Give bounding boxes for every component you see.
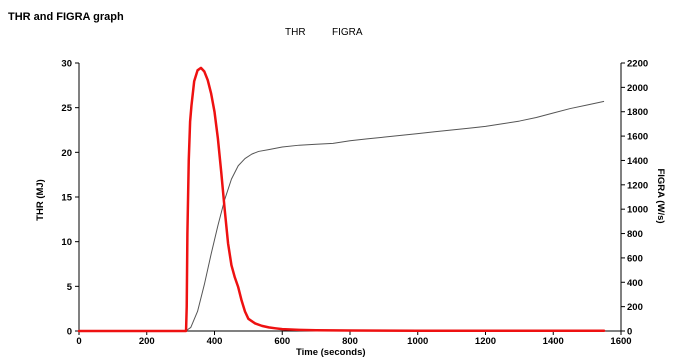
y-right-tick-label: 200 bbox=[627, 302, 643, 313]
y-right-tick-label: 1400 bbox=[627, 156, 648, 167]
y-axis-right-title: FIGRA (W/s) bbox=[655, 168, 666, 223]
y-left-tick-label: 20 bbox=[61, 148, 72, 159]
x-tick-label: 1400 bbox=[543, 336, 564, 347]
chart-title: THR and FIGRA graph bbox=[8, 11, 124, 23]
y-right-tick-label: 2200 bbox=[627, 59, 648, 70]
y-right-tick-label: 0 bbox=[627, 327, 632, 338]
y-right-tick-label: 800 bbox=[627, 229, 643, 240]
y-right-tick-label: 1000 bbox=[627, 205, 648, 216]
legend-figra: FIGRA bbox=[332, 27, 363, 38]
y-right-tick-label: 400 bbox=[627, 278, 643, 289]
x-axis-title: Time (seconds) bbox=[296, 347, 366, 358]
y-right-tick-label: 600 bbox=[627, 253, 643, 264]
y-left-tick-label: 25 bbox=[61, 103, 72, 114]
y-right-tick-label: 2000 bbox=[627, 83, 648, 94]
x-tick-label: 600 bbox=[274, 336, 290, 347]
legend-thr: THR bbox=[285, 27, 306, 38]
y-left-tick-label: 10 bbox=[61, 237, 72, 248]
y-left-tick-label: 30 bbox=[61, 59, 72, 70]
y-left-tick-label: 0 bbox=[67, 327, 72, 338]
x-tick-label: 800 bbox=[342, 336, 358, 347]
y-left-tick-label: 15 bbox=[61, 193, 72, 204]
series-thr-line bbox=[185, 100, 605, 332]
y-right-tick-label: 1200 bbox=[627, 180, 648, 191]
x-tick-label: 200 bbox=[139, 336, 155, 347]
x-tick-label: 0 bbox=[76, 336, 81, 347]
y-left-tick-label: 5 bbox=[67, 282, 73, 293]
y-right-tick-label: 1600 bbox=[627, 132, 648, 143]
x-tick-label: 400 bbox=[207, 336, 223, 347]
y-axis-left-title: THR (MJ) bbox=[35, 179, 46, 221]
x-tick-label: 1000 bbox=[407, 336, 428, 347]
x-tick-label: 1600 bbox=[610, 336, 631, 347]
x-tick-label: 1200 bbox=[475, 336, 496, 347]
series-figra-line bbox=[77, 66, 606, 333]
y-right-tick-label: 1800 bbox=[627, 107, 648, 118]
